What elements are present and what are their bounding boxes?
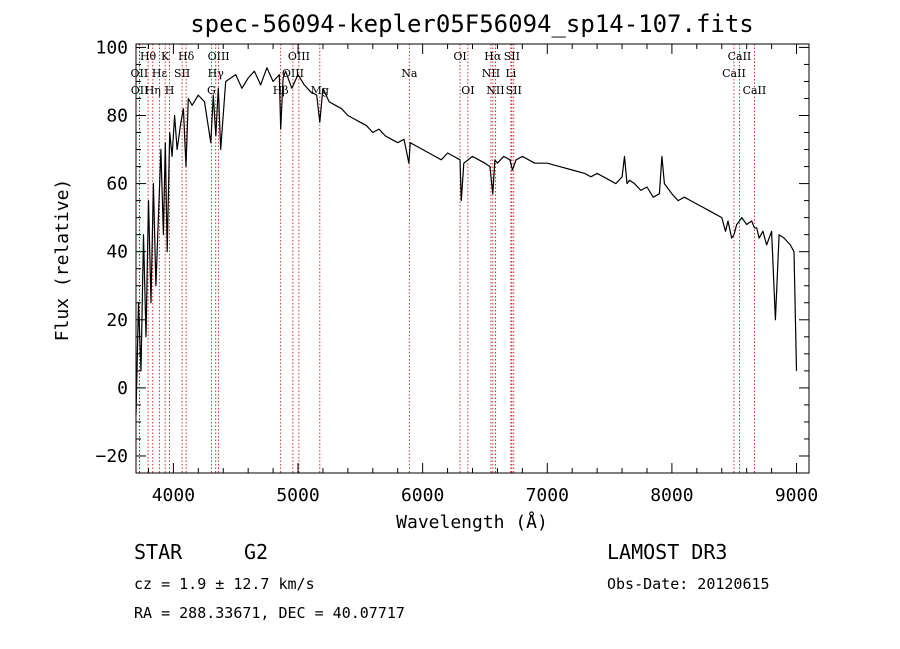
line-label: Hδ <box>178 50 195 63</box>
line-label: SII <box>506 84 522 97</box>
line-label: Hβ <box>273 84 289 97</box>
line-label: OII <box>131 67 149 80</box>
x-tick-label: 4000 <box>152 485 195 506</box>
y-tick-label: 40 <box>106 242 128 263</box>
x-tick-label: 5000 <box>276 485 319 506</box>
line-label: Na <box>401 67 418 80</box>
plot-frame <box>135 43 810 474</box>
line-label: NII <box>482 67 500 80</box>
subclass: G2 <box>244 540 269 564</box>
y-tick-label: −20 <box>95 446 128 467</box>
y-axis-ticks: −20 0 20 40 60 80 100 <box>95 37 809 467</box>
line-label: Hγ <box>208 67 225 80</box>
survey-name: LAMOST DR3 <box>607 540 728 564</box>
line-label: CaII <box>728 50 752 63</box>
line-label: Hε <box>152 67 168 80</box>
line-label: SII <box>504 50 520 63</box>
x-tick-label: 9000 <box>775 485 818 506</box>
redshift-readout: cz = 1.9 ± 12.7 km/s <box>134 575 315 593</box>
coordinates: RA = 288.33671, DEC = 40.07717 <box>134 604 405 622</box>
line-label: Hα <box>484 50 502 63</box>
line-label: OI <box>453 50 466 63</box>
obs-date: Obs-Date: 20120615 <box>607 575 770 593</box>
line-label: NII <box>486 84 504 97</box>
line-label: Hη <box>145 84 161 97</box>
line-label: OII <box>131 84 149 97</box>
line-label: Hθ <box>140 50 157 63</box>
y-tick-label: 20 <box>106 310 128 331</box>
x-tick-label: 6000 <box>401 485 444 506</box>
line-label: CaII <box>722 67 746 80</box>
line-label: Li <box>505 67 516 80</box>
line-label: SII <box>174 67 190 80</box>
line-label: H <box>165 84 175 97</box>
spectrum-series <box>135 67 798 416</box>
line-label: CaII <box>743 84 767 97</box>
line-label: OIII <box>288 50 310 63</box>
x-tick-label: 8000 <box>650 485 693 506</box>
x-axis-label: Wavelength (Å) <box>396 511 548 533</box>
y-tick-label: 80 <box>106 106 128 127</box>
y-axis-label: Flux (relative) <box>52 179 73 342</box>
x-axis-ticks: 4000 5000 6000 7000 8000 9000 <box>147 44 818 506</box>
line-label: G <box>207 84 216 97</box>
chart-title: spec-56094-kepler05F56094_sp14-107.fits <box>190 10 754 38</box>
line-label: K <box>161 50 170 63</box>
y-tick-label: 0 <box>117 378 128 399</box>
line-label: OI <box>461 84 474 97</box>
object-type: STAR <box>134 540 183 564</box>
y-tick-label: 60 <box>106 174 128 195</box>
spectral-line-markers <box>138 44 755 473</box>
line-label: OIII <box>208 50 230 63</box>
x-tick-label: 7000 <box>526 485 569 506</box>
y-tick-label: 100 <box>95 37 128 58</box>
